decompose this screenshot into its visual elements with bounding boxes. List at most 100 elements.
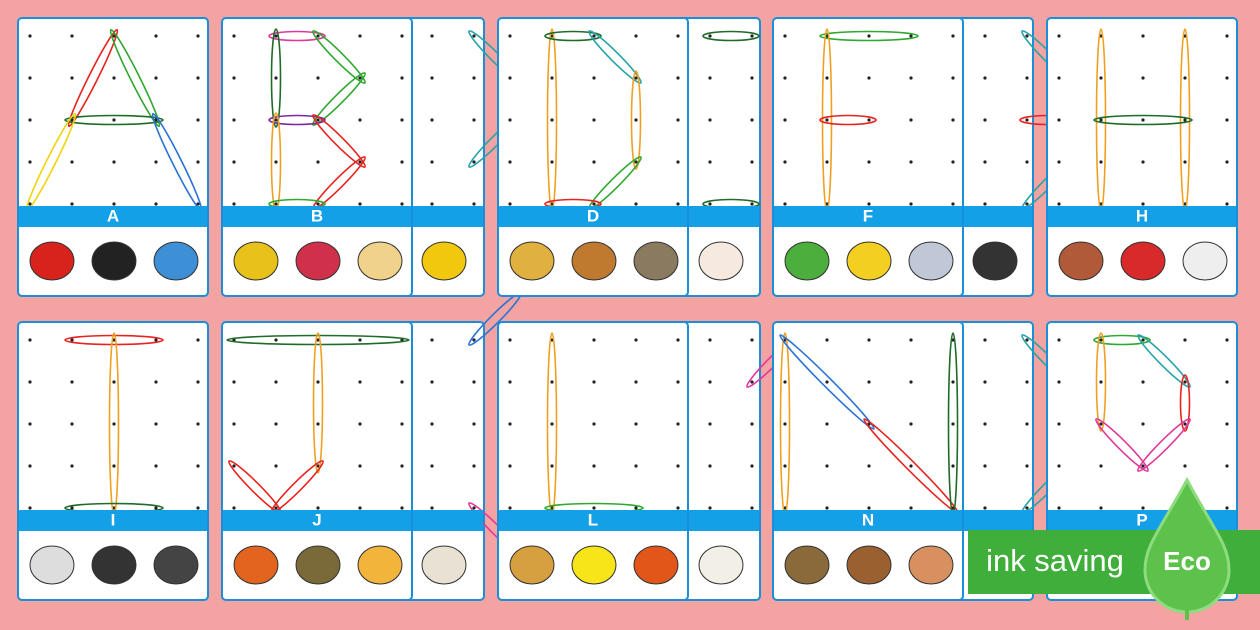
peg <box>508 422 512 426</box>
peg <box>750 338 754 342</box>
card: I <box>17 321 209 601</box>
peg <box>592 422 596 426</box>
peg <box>983 338 987 342</box>
peg <box>196 76 200 80</box>
peg <box>550 160 554 164</box>
picture <box>421 241 467 281</box>
peg <box>358 380 362 384</box>
peg <box>676 338 680 342</box>
rubber-band <box>1137 418 1191 472</box>
peg <box>1099 338 1103 342</box>
peg <box>867 34 871 38</box>
peg <box>472 338 476 342</box>
card-label: H <box>1136 206 1148 225</box>
peg <box>708 202 712 206</box>
peg <box>274 422 278 426</box>
rubber-band <box>312 114 366 168</box>
peg <box>750 118 754 122</box>
peg <box>508 464 512 468</box>
card: B <box>221 17 413 297</box>
peg <box>508 118 512 122</box>
rubber-band <box>819 114 877 126</box>
peg <box>430 380 434 384</box>
peg <box>1183 202 1187 206</box>
peg <box>634 422 638 426</box>
partial-card <box>956 17 1077 297</box>
peg <box>1025 34 1029 38</box>
peg <box>783 338 787 342</box>
peg <box>1057 160 1061 164</box>
peg <box>28 118 32 122</box>
rubber-band <box>819 30 919 42</box>
peg <box>154 34 158 38</box>
card-label: N <box>862 510 874 529</box>
peg <box>867 422 871 426</box>
peg <box>708 160 712 164</box>
picture <box>233 241 279 281</box>
picture <box>153 241 199 281</box>
peg <box>983 202 987 206</box>
peg <box>430 464 434 468</box>
peg <box>1183 464 1187 468</box>
picture <box>29 545 75 585</box>
peg <box>783 422 787 426</box>
peg <box>196 202 200 206</box>
label-bar <box>405 206 483 227</box>
peg <box>232 422 236 426</box>
peg <box>951 76 955 80</box>
rubber-band <box>109 28 161 128</box>
peg <box>550 118 554 122</box>
picture <box>571 545 617 585</box>
picture <box>571 241 617 281</box>
peg <box>154 338 158 342</box>
peg <box>358 118 362 122</box>
peg <box>274 118 278 122</box>
peg <box>358 76 362 80</box>
peg <box>1057 118 1061 122</box>
peg <box>154 76 158 80</box>
picture <box>295 545 341 585</box>
peg <box>634 338 638 342</box>
peg <box>508 506 512 510</box>
label-bar <box>774 510 962 531</box>
picture <box>91 241 137 281</box>
rubber-band <box>270 28 282 128</box>
peg <box>592 380 596 384</box>
peg <box>825 160 829 164</box>
peg <box>316 76 320 80</box>
peg <box>358 422 362 426</box>
peg <box>1099 160 1103 164</box>
peg <box>274 380 278 384</box>
peg <box>1057 422 1061 426</box>
peg <box>274 506 278 510</box>
label-bar <box>958 510 1032 531</box>
rubber-band <box>268 114 326 126</box>
peg <box>1183 338 1187 342</box>
peg <box>750 160 754 164</box>
peg <box>472 380 476 384</box>
peg <box>1183 76 1187 80</box>
eco-badge: ink saving Eco <box>968 476 1260 620</box>
rubber-band <box>1095 418 1149 472</box>
rubber-band <box>67 28 119 128</box>
peg <box>867 464 871 468</box>
peg <box>750 202 754 206</box>
peg <box>550 338 554 342</box>
peg <box>232 380 236 384</box>
peg <box>951 464 955 468</box>
peg <box>634 76 638 80</box>
picture <box>698 241 744 281</box>
peg <box>70 34 74 38</box>
peg <box>1099 506 1103 510</box>
peg <box>154 464 158 468</box>
peg <box>951 160 955 164</box>
peg <box>1225 202 1229 206</box>
peg <box>1057 380 1061 384</box>
peg <box>909 506 913 510</box>
peg <box>472 160 476 164</box>
peg <box>867 506 871 510</box>
rubber-band <box>544 30 602 42</box>
rubber-band <box>630 70 642 170</box>
peg <box>676 506 680 510</box>
card: N <box>772 321 964 601</box>
